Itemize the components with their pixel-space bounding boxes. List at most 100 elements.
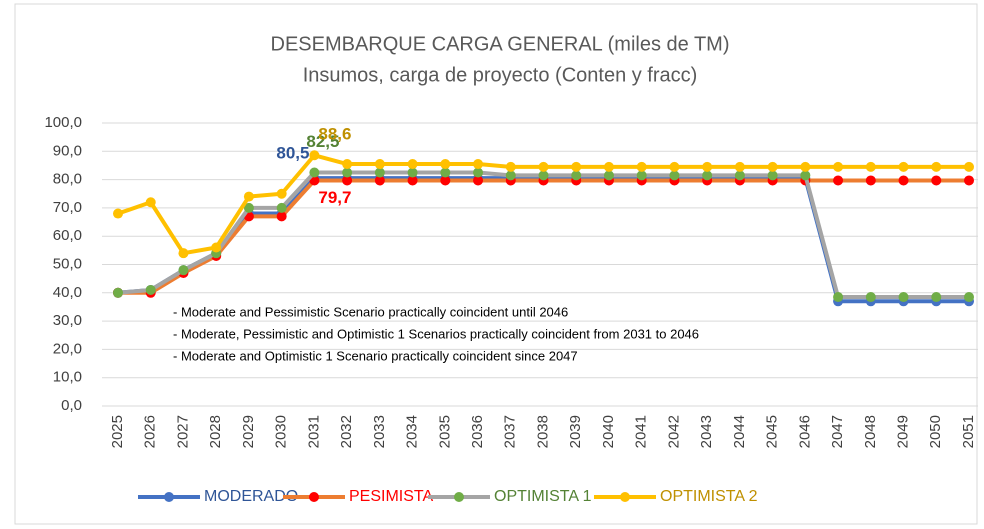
- data-point: [964, 292, 974, 303]
- y-tick-label: 100,0: [44, 114, 82, 131]
- legend-marker: [620, 492, 630, 502]
- data-point: [473, 167, 484, 178]
- y-tick-label: 30,0: [53, 312, 82, 329]
- data-point: [800, 161, 811, 172]
- annotation: - Moderate, Pessimistic and Optimistic 1…: [173, 326, 699, 341]
- annotation: - Moderate and Pessimistic Scenario prac…: [173, 304, 568, 319]
- y-tick-label: 20,0: [53, 340, 82, 357]
- data-point: [833, 175, 844, 186]
- x-tick-label: 2026: [142, 415, 159, 448]
- data-point: [636, 170, 647, 181]
- y-tick-label: 10,0: [53, 369, 82, 386]
- data-point: [407, 159, 418, 170]
- data-point: [309, 167, 320, 178]
- data-point: [669, 170, 680, 181]
- data-point: [898, 175, 909, 186]
- data-point: [374, 167, 385, 178]
- x-tick-label: 2042: [665, 415, 682, 448]
- data-point: [440, 175, 451, 186]
- data-point: [145, 284, 156, 295]
- x-tick-label: 2031: [305, 415, 322, 448]
- x-tick-label: 2032: [338, 415, 355, 448]
- data-point: [407, 167, 418, 178]
- y-tick-label: 0,0: [61, 397, 82, 414]
- data-point: [178, 265, 189, 276]
- data-point: [898, 161, 909, 172]
- x-tick-label: 2051: [960, 415, 977, 448]
- x-tick-label: 2040: [600, 415, 617, 448]
- data-point: [833, 161, 844, 172]
- x-tick-label: 2035: [436, 415, 453, 448]
- data-point: [342, 159, 353, 170]
- data-point: [473, 159, 484, 170]
- data-point: [571, 170, 582, 181]
- x-tick-label: 2045: [764, 415, 781, 448]
- data-point: [113, 208, 123, 219]
- data-point: [243, 191, 254, 202]
- data-point: [440, 167, 451, 178]
- data-point: [571, 161, 582, 172]
- legend-marker: [454, 492, 464, 502]
- data-point: [211, 242, 222, 253]
- data-point: [603, 170, 614, 181]
- y-tick-label: 90,0: [53, 142, 82, 159]
- x-tick-label: 2041: [633, 415, 650, 448]
- legend-label: OPTIMISTA 1: [494, 488, 592, 505]
- x-tick-label: 2049: [895, 415, 912, 448]
- data-label: 80,5: [276, 144, 309, 163]
- data-point: [931, 292, 942, 303]
- data-point: [276, 211, 287, 222]
- data-point: [440, 159, 451, 170]
- data-point: [964, 161, 974, 172]
- legend-label: PESIMISTA: [349, 488, 433, 505]
- x-tick-label: 2046: [796, 415, 813, 448]
- y-tick-label: 60,0: [53, 227, 82, 244]
- data-point: [964, 175, 974, 186]
- x-tick-label: 2037: [502, 415, 519, 448]
- data-point: [276, 202, 287, 213]
- data-point: [505, 161, 516, 172]
- legend-label: OPTIMISTA 2: [660, 488, 758, 505]
- chart-subtitle: Insumos, carga de proyecto (Conten y fra…: [303, 64, 698, 86]
- data-point: [865, 292, 876, 303]
- data-label: 88,6: [318, 125, 351, 144]
- x-tick-label: 2044: [731, 415, 748, 448]
- data-point: [702, 161, 713, 172]
- data-point: [931, 175, 942, 186]
- legend-marker: [309, 492, 319, 502]
- x-tick-label: 2030: [273, 415, 290, 448]
- data-point: [374, 175, 385, 186]
- data-point: [669, 161, 680, 172]
- x-tick-label: 2029: [240, 415, 257, 448]
- data-point: [734, 170, 745, 181]
- data-point: [767, 161, 778, 172]
- x-tick-label: 2048: [862, 415, 879, 448]
- x-tick-label: 2034: [404, 415, 421, 448]
- data-point: [538, 161, 549, 172]
- y-tick-label: 40,0: [53, 284, 82, 301]
- legend-label: MODERADO: [204, 488, 298, 505]
- data-point: [145, 197, 156, 208]
- data-point: [407, 175, 418, 186]
- x-tick-label: 2036: [469, 415, 486, 448]
- data-point: [473, 175, 484, 186]
- x-tick-label: 2038: [534, 415, 551, 448]
- data-point: [374, 159, 385, 170]
- data-point: [833, 292, 844, 303]
- data-point: [734, 161, 745, 172]
- x-tick-label: 2033: [371, 415, 388, 448]
- data-label: 79,7: [318, 188, 351, 207]
- data-point: [898, 292, 909, 303]
- data-point: [800, 170, 811, 181]
- data-point: [309, 150, 320, 161]
- data-point: [865, 161, 876, 172]
- legend-marker: [164, 492, 174, 502]
- annotation: - Moderate and Optimistic 1 Scenario pra…: [173, 348, 578, 363]
- data-point: [538, 170, 549, 181]
- x-tick-label: 2025: [109, 415, 126, 448]
- x-tick-label: 2027: [174, 415, 191, 448]
- data-point: [505, 170, 516, 181]
- data-point: [276, 188, 287, 199]
- x-tick-label: 2050: [927, 415, 944, 448]
- x-tick-label: 2047: [829, 415, 846, 448]
